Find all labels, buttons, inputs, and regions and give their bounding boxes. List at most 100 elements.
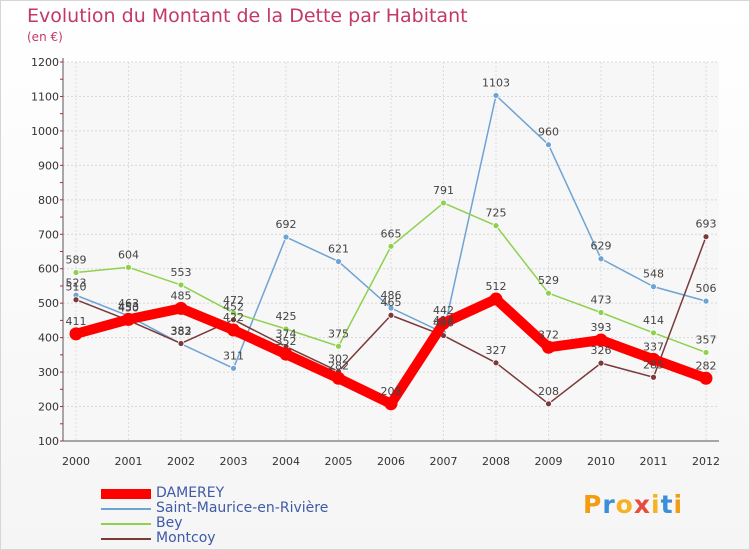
data-label: 512: [486, 280, 507, 293]
data-label: 452: [223, 301, 244, 314]
data-label: 382: [171, 325, 192, 338]
logo-letter: P: [583, 490, 603, 519]
data-point: [332, 371, 345, 385]
data-point: [650, 283, 657, 291]
legend-label: Saint-Maurice-en-Rivière: [156, 500, 329, 516]
logo-letter: r: [602, 490, 616, 519]
data-label: 208: [538, 385, 559, 398]
data-label: 693: [696, 218, 717, 231]
data-point: [387, 304, 395, 312]
logo-letter: t: [660, 490, 674, 519]
legend-label: DAMEREY: [156, 485, 225, 501]
data-point: [542, 340, 555, 354]
data-label: 548: [643, 268, 664, 281]
data-label: 393: [591, 321, 612, 334]
y-tick-label: 400: [38, 332, 59, 345]
logo-letter: o: [615, 490, 634, 519]
data-point: [489, 292, 503, 306]
data-label: 465: [381, 296, 402, 309]
data-point: [335, 342, 342, 350]
data-label: 422: [223, 311, 244, 324]
data-label: 1103: [482, 76, 510, 89]
x-tick-label: 2010: [587, 455, 615, 468]
x-tick-label: 2001: [115, 455, 143, 468]
data-label: 282: [696, 359, 717, 372]
data-point: [72, 269, 80, 276]
legend-swatch-bey: [101, 523, 151, 525]
data-point: [227, 323, 240, 337]
data-label: 486: [381, 289, 402, 302]
x-tick-label: 2008: [482, 455, 510, 468]
data-point: [384, 397, 398, 411]
data-point: [492, 359, 500, 367]
data-label: 473: [591, 293, 612, 306]
data-point: [69, 327, 83, 341]
data-point: [492, 222, 500, 230]
data-label: 406: [433, 317, 454, 330]
x-tick-label: 2007: [430, 455, 458, 468]
data-point: [702, 233, 710, 241]
x-tick-label: 2006: [377, 455, 405, 468]
data-label: 463: [118, 297, 139, 310]
legend-swatch-saint-maurice: [101, 508, 151, 510]
data-label: 692: [276, 218, 297, 231]
data-point: [650, 329, 657, 337]
data-point: [702, 349, 710, 356]
y-tick-label: 200: [38, 401, 59, 414]
data-point: [597, 309, 605, 316]
data-point: [699, 371, 713, 385]
data-label: 589: [66, 254, 87, 267]
data-label: 629: [591, 240, 612, 253]
y-tick-label: 700: [38, 228, 59, 241]
data-point: [125, 263, 132, 271]
data-label: 285: [643, 358, 664, 371]
data-point: [174, 301, 188, 315]
data-label: 665: [381, 227, 402, 240]
data-point: [177, 340, 185, 347]
data-label: 425: [276, 310, 297, 323]
data-point: [440, 199, 447, 207]
y-tick-label: 500: [38, 297, 59, 310]
data-point: [545, 289, 552, 297]
data-label: 472: [223, 294, 244, 307]
y-tick-label: 900: [38, 159, 59, 172]
data-label: 302: [328, 352, 349, 365]
legend-label: Bey: [156, 515, 183, 531]
data-point: [230, 364, 237, 372]
x-tick-label: 2000: [62, 455, 90, 468]
data-label: 208: [381, 385, 402, 398]
data-label: 282: [328, 359, 349, 372]
x-tick-label: 2012: [692, 455, 720, 468]
data-label: 411: [66, 315, 87, 328]
data-point: [702, 297, 710, 305]
data-label: 337: [643, 340, 664, 353]
x-tick-label: 2003: [220, 455, 248, 468]
data-point: [335, 258, 342, 265]
data-point: [545, 400, 552, 408]
logo-letter: i: [651, 490, 661, 519]
y-tick-label: 800: [38, 194, 59, 207]
data-label: 414: [643, 314, 664, 327]
data-point: [387, 242, 395, 250]
data-point: [597, 255, 605, 263]
data-label: 326: [591, 344, 612, 357]
data-point: [230, 309, 237, 317]
logo-letter: x: [633, 490, 651, 519]
data-label: 523: [66, 276, 87, 289]
data-label: 352: [276, 335, 297, 348]
data-point: [650, 373, 657, 381]
data-label: 327: [486, 344, 507, 357]
x-tick-label: 2004: [272, 455, 300, 468]
data-label: 383: [171, 324, 192, 337]
proxiti-logo: Proxiti: [583, 490, 683, 519]
data-point: [282, 325, 290, 333]
data-label: 506: [696, 282, 717, 295]
data-point: [492, 92, 500, 99]
x-tick-label: 2009: [535, 455, 563, 468]
data-label: 450: [118, 301, 139, 314]
data-point: [647, 352, 660, 366]
data-point: [387, 311, 395, 319]
data-label: 311: [223, 349, 244, 362]
